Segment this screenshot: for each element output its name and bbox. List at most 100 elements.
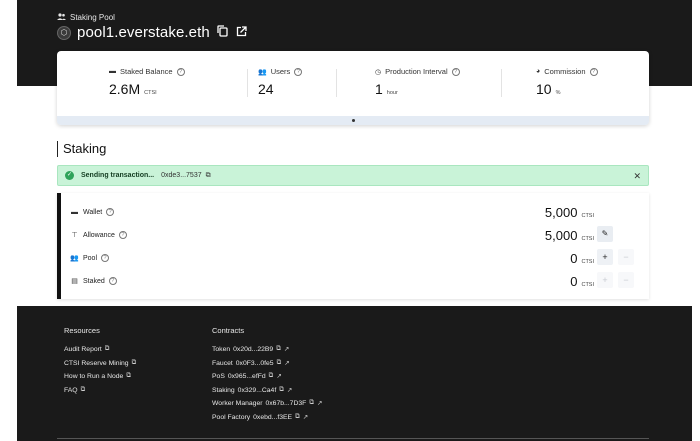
contract-link[interactable]: Token 0x20d...22B9 ⧉ ↗ [212,345,289,353]
info-icon[interactable]: ? [294,67,303,76]
copy-icon[interactable]: ⧉ [276,359,282,366]
stat-commission: ◕ Commission? 10% [536,67,598,97]
external-link-icon: ⧉ [104,345,110,352]
stat-staked-balance: ▬ Staked Balance? 2.6M CTSI [109,67,185,97]
resource-link[interactable]: How to Run a Node ⧉ [64,372,131,380]
contract-address[interactable]: 0x20d...22B9 [233,345,274,353]
external-link-icon: ⧉ [126,372,131,379]
check-circle-icon: ✓ [65,171,74,180]
staking-title: Staking [57,141,106,157]
stat-unit: hour [386,90,398,96]
divider [501,69,502,97]
resources-title: Resources [64,326,100,335]
resource-link[interactable]: Audit Report ⧉ [64,345,109,353]
external-link-icon[interactable]: ↗ [276,373,282,380]
row-label: Staked [83,277,105,285]
copy-icon[interactable]: ⧉ [279,386,284,393]
copy-icon[interactable] [216,25,229,40]
pool-stats-card: ▬ Staked Balance? 2.6M CTSI 👥 Users? 24 ◷ Pr… [57,51,649,125]
row-value: 5,000 [544,205,578,220]
edit-allowance-button[interactable]: ✎ [597,226,613,242]
info-icon[interactable]: ? [176,67,185,76]
contract-name: Token [212,345,231,353]
stat-unit: CTSI [144,90,157,96]
stat-users: 👥 Users? 24 [258,67,303,97]
contract-link[interactable]: Pool Factory 0xebd...f3EE ⧉ ↗ [212,413,308,421]
users-icon: 👥 [258,68,267,76]
contract-link[interactable]: PoS 0x965...efFd ⧉ ↗ [212,372,282,380]
row-unit: CTSI [581,236,594,242]
external-link-icon[interactable]: ↗ [286,387,293,394]
external-link-icon[interactable]: ↗ [283,346,290,353]
contract-address[interactable]: 0x965...efFd [227,372,266,380]
divider [247,69,248,97]
copy-icon[interactable]: ⧉ [276,345,281,352]
contract-link[interactable]: Staking 0x329...Ca4f ⧉ ↗ [212,386,292,394]
contract-address[interactable]: 0x0F3...0fe5 [235,359,274,367]
external-link-icon[interactable] [235,25,248,40]
external-link-icon[interactable]: ↗ [302,414,309,421]
copy-icon[interactable]: ⧉ [295,413,300,420]
contract-link[interactable]: Faucet 0x0F3...0fe5 ⧉ ↗ [212,359,290,367]
stake-button[interactable]: + [597,272,613,288]
alert-text: Sending transaction... [81,172,155,179]
info-icon[interactable]: ? [106,208,115,216]
row-label: Wallet [83,208,103,216]
row-value: 0 [570,251,578,266]
transaction-alert: ✓ Sending transaction... 0xde3...7537 ⧉ … [57,165,649,186]
info-icon[interactable]: ? [589,67,598,76]
transaction-hash[interactable]: 0xde3...7537 [161,172,202,179]
wallet-icon: ▬ [109,68,116,75]
stat-value: 10 [536,81,552,97]
external-link-icon[interactable]: ↗ [316,400,323,407]
row-unit: CTSI [581,259,594,265]
stats-pager [57,116,649,125]
resource-link[interactable]: CTSI Reserve Mining ⧉ [64,359,136,367]
pool-kicker: Staking Pool [57,13,115,22]
copy-icon[interactable]: ⧉ [268,372,274,379]
clock-icon: ◷ [375,68,382,76]
wallet-row: ▬ Wallet? 5,000 CTSI [61,202,649,224]
pool-logo-icon: ⬡ [57,25,71,40]
users-icon [57,13,66,22]
contract-name: PoS [212,372,225,380]
stat-label: Commission [544,67,586,76]
page-footer: Resources Audit Report ⧉ CTSI Reserve Min… [17,306,692,441]
deposit-button[interactable]: + [597,249,613,265]
pool-name: pool1.everstake.eth [77,24,210,41]
info-icon[interactable]: ? [101,254,110,262]
link-label[interactable]: How to Run a Node [64,372,124,380]
copy-icon[interactable]: ⧉ [309,399,314,406]
contract-name: Worker Manager [212,399,263,407]
link-label[interactable]: Audit Report [64,345,102,353]
stat-label: Staked Balance [120,67,173,76]
link-label[interactable]: CTSI Reserve Mining [64,359,129,367]
contract-address[interactable]: 0x329...Ca4f [237,386,277,394]
stat-value: 24 [258,81,274,97]
stake-icon: ▤ [71,278,78,285]
pool-kicker-label: Staking Pool [70,13,115,22]
link-label[interactable]: FAQ [64,386,78,394]
row-label: Pool [83,254,98,262]
stat-value: 2.6M [109,81,141,97]
row-unit: CTSI [581,282,594,288]
withdraw-button[interactable]: − [618,249,634,265]
unstake-button[interactable]: − [618,272,634,288]
contract-address[interactable]: 0xebd...f3EE [253,413,293,421]
info-icon[interactable]: ? [451,67,460,76]
close-icon[interactable]: ✕ [633,171,641,181]
resource-link[interactable]: FAQ ⧉ [64,386,85,394]
row-value: 0 [570,274,578,289]
contracts-title: Contracts [212,326,245,335]
contract-link[interactable]: Worker Manager 0x67b...7D3F ⧉ ↗ [212,399,322,407]
pager-dot[interactable] [352,119,355,122]
pool-title: ⬡ pool1.everstake.eth [57,24,248,41]
info-icon[interactable]: ? [108,277,117,285]
external-link-icon[interactable]: ↗ [284,360,290,367]
divider [336,69,337,97]
contract-address[interactable]: 0x67b...7D3F [265,399,307,407]
copy-icon[interactable]: ⧉ [205,171,211,179]
info-icon[interactable]: ? [118,231,127,239]
users-icon: 👥 [70,255,79,262]
